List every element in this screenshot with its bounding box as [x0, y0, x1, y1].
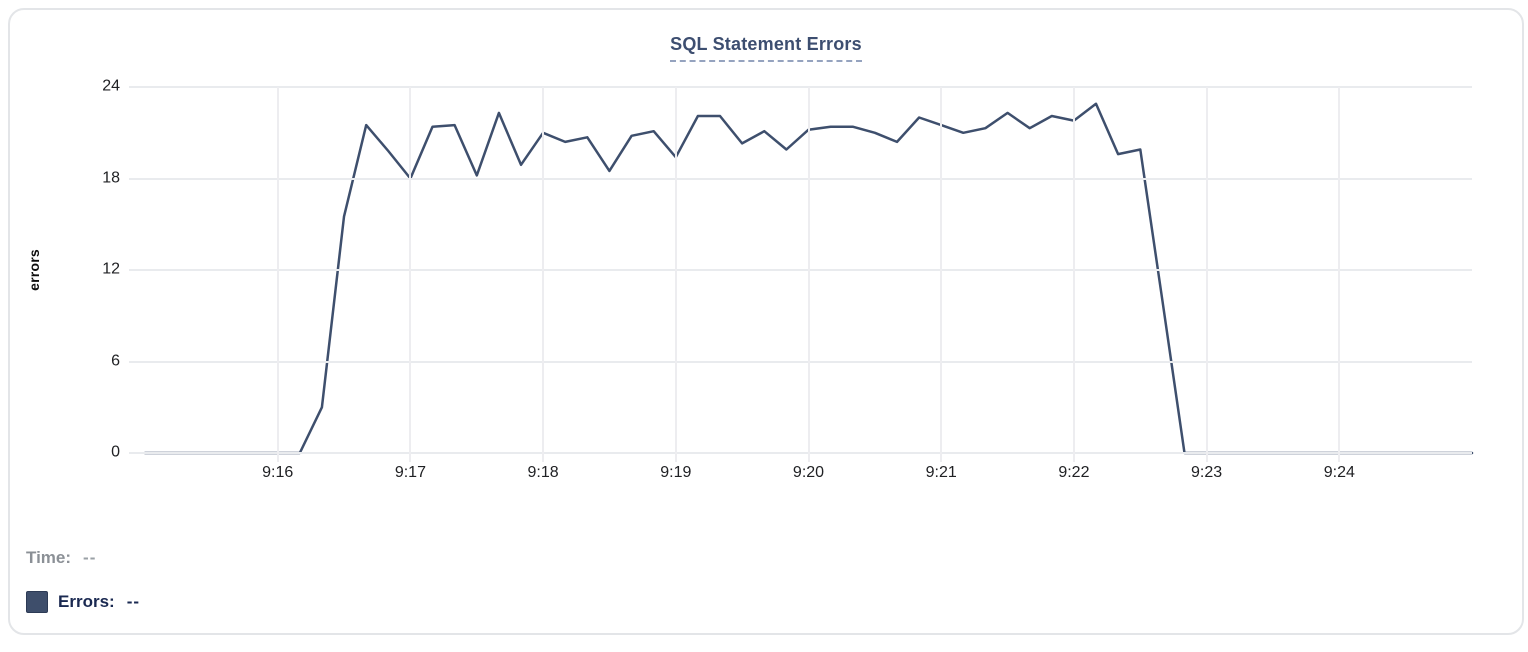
x-tick-label: 9:17: [394, 464, 426, 481]
hover-legend: Time: -- Errors: --: [26, 546, 140, 634]
chart-title-row: SQL Statement Errors: [10, 34, 1522, 62]
x-tick-label: 9:24: [1323, 464, 1355, 481]
chart-title[interactable]: SQL Statement Errors: [670, 34, 862, 62]
plot-area[interactable]: [129, 86, 1474, 462]
vertical-gridline: [276, 87, 279, 462]
legend-errors-value: --: [126, 592, 141, 611]
x-tick-label: 9:21: [925, 464, 957, 481]
horizontal-gridline: [129, 360, 1472, 363]
vertical-gridline: [674, 87, 677, 462]
x-tick-label: 9:20: [792, 464, 825, 481]
vertical-gridline: [1072, 87, 1075, 462]
x-tick-label: 9:18: [527, 464, 559, 481]
x-tick-label: 9:19: [660, 464, 692, 481]
x-tick-label: 9:22: [1058, 464, 1090, 481]
x-axis-tick-labels: 9:16 9:17 9:18 9:19 9:20 9:21 9:22 9:23 9:24: [145, 464, 1472, 488]
x-tick-label: 9:23: [1191, 464, 1223, 481]
y-tick-label: 0: [111, 443, 120, 461]
y-axis-tick-labels: 0 6 12 18 24: [10, 78, 120, 461]
vertical-gridline: [940, 87, 943, 462]
legend-time-row: Time: --: [26, 546, 140, 570]
horizontal-gridline: [129, 177, 1472, 180]
y-tick-label: 12: [102, 260, 120, 278]
legend-time-label: Time:: [26, 548, 72, 567]
chart-card: SQL Statement Errors errors 0 6 12 18 24 9:1…: [8, 8, 1524, 635]
legend-errors-label: Errors:: [58, 592, 115, 611]
vertical-gridline: [1205, 87, 1208, 462]
vertical-gridline: [807, 87, 810, 462]
horizontal-gridline: [129, 269, 1472, 271]
y-tick-label: 24: [102, 77, 120, 95]
vertical-gridline: [409, 87, 412, 462]
horizontal-gridline: [129, 86, 1472, 88]
horizontal-gridline: [129, 452, 1472, 454]
legend-errors-row: Errors: --: [26, 590, 140, 614]
y-tick-label: 6: [111, 352, 120, 370]
vertical-gridline: [1338, 87, 1341, 462]
vertical-gridline: [542, 87, 545, 462]
legend-time-value: --: [83, 548, 97, 567]
x-tick-label: 9:16: [262, 464, 294, 481]
errors-series-swatch-icon: [26, 591, 48, 613]
y-tick-label: 18: [102, 169, 120, 187]
